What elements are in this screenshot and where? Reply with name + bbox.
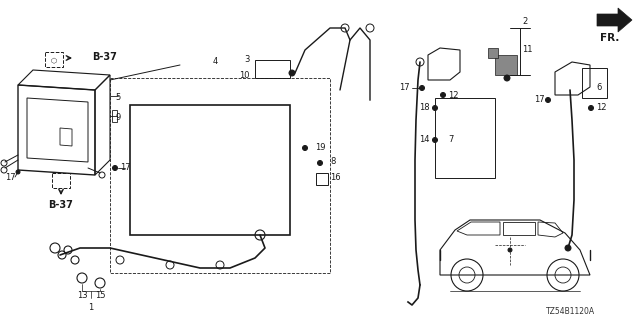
Bar: [255, 60, 290, 78]
Text: 5: 5: [115, 92, 120, 101]
Text: 19: 19: [315, 143, 326, 153]
Bar: [130, 105, 290, 235]
Text: 4: 4: [212, 58, 218, 67]
Circle shape: [440, 92, 445, 98]
Text: 7: 7: [448, 135, 453, 145]
Bar: [582, 68, 607, 98]
Text: 9: 9: [115, 113, 120, 122]
Circle shape: [433, 138, 438, 142]
Bar: [110, 78, 330, 273]
Circle shape: [589, 106, 593, 110]
Text: 3: 3: [244, 55, 250, 65]
Text: 11: 11: [522, 45, 532, 54]
Bar: [52, 173, 70, 188]
Bar: [112, 110, 117, 122]
Text: 12: 12: [448, 91, 458, 100]
Text: 13: 13: [77, 291, 87, 300]
Circle shape: [504, 75, 510, 81]
Text: B-37: B-37: [92, 52, 117, 62]
Bar: [45, 52, 63, 67]
Text: 8: 8: [330, 157, 335, 166]
Circle shape: [433, 106, 438, 110]
Text: 1: 1: [88, 303, 93, 313]
Text: 17: 17: [120, 164, 131, 172]
Text: 6: 6: [596, 84, 602, 92]
Polygon shape: [597, 8, 632, 32]
Text: 16: 16: [330, 173, 340, 182]
Circle shape: [545, 98, 550, 102]
Circle shape: [113, 165, 118, 171]
Text: 10: 10: [239, 70, 250, 79]
Text: B-37: B-37: [49, 200, 74, 210]
Text: TZ54B1120A: TZ54B1120A: [546, 308, 595, 316]
Text: 15: 15: [95, 291, 105, 300]
Circle shape: [508, 248, 512, 252]
Circle shape: [16, 170, 20, 174]
Bar: [495, 55, 517, 75]
Text: ⬡: ⬡: [51, 57, 57, 63]
Text: 17: 17: [4, 173, 15, 182]
Circle shape: [303, 146, 307, 150]
Bar: [488, 48, 498, 58]
Text: 17: 17: [399, 84, 410, 92]
Bar: [316, 173, 328, 185]
Text: 17: 17: [534, 95, 545, 105]
Circle shape: [289, 70, 295, 76]
Text: 12: 12: [596, 103, 607, 113]
Bar: [435, 98, 495, 178]
Text: FR.: FR.: [600, 33, 620, 43]
Circle shape: [317, 161, 323, 165]
Text: 2: 2: [522, 18, 527, 27]
Text: 14: 14: [419, 135, 430, 145]
Text: 18: 18: [419, 103, 430, 113]
Circle shape: [565, 245, 571, 251]
Circle shape: [419, 85, 424, 91]
